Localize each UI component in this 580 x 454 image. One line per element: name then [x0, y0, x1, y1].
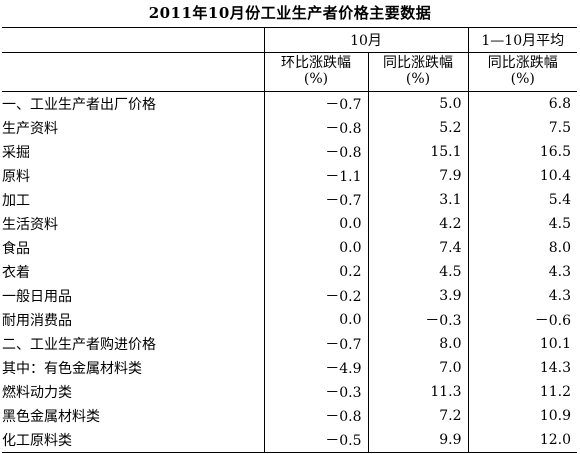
price-data-table: 10月 1—10月平均 环比涨跌幅 (%) 同比涨跌幅 (%) 同比涨跌幅 (%… — [2, 27, 578, 453]
row-label: 化工原料类 — [2, 428, 264, 453]
row-label: 一、工业生产者出厂价格 — [2, 97, 156, 113]
header-col-avg-yoy-label: 同比涨跌幅 — [487, 55, 558, 71]
header-row-columns: 环比涨跌幅 (%) 同比涨跌幅 (%) 同比涨跌幅 (%) — [2, 52, 578, 92]
cell-yoy: 4.5 — [367, 260, 469, 284]
row-label: 加工 — [2, 193, 30, 209]
header-corner — [2, 27, 264, 53]
cell-mom: －0.7 — [263, 332, 368, 356]
header-label-blank — [2, 52, 264, 92]
cell-mom: －0.3 — [263, 380, 368, 404]
row-label: 耐用消费品 — [2, 313, 72, 329]
cell-yoy: －0.3 — [367, 308, 469, 332]
cell-avg: 14.3 — [467, 356, 578, 380]
table-row: 衣着 0.2 4.5 4.3 — [2, 260, 578, 284]
cell-avg: 12.0 — [467, 428, 578, 453]
header-col-mom: 环比涨跌幅 (%) — [263, 52, 368, 92]
cell-yoy: 3.9 — [367, 284, 469, 308]
table-row: 加工 －0.7 3.1 5.4 — [2, 188, 578, 212]
cell-avg: 7.5 — [467, 116, 578, 140]
header-col-avg-yoy: 同比涨跌幅 (%) — [467, 52, 578, 92]
row-label: 黑色金属材料类 — [2, 409, 100, 425]
cell-yoy: 7.0 — [367, 356, 469, 380]
table-row: 生活资料 0.0 4.2 4.5 — [2, 212, 578, 236]
cell-mom: －0.8 — [263, 140, 368, 164]
header-col-mom-label: 环比涨跌幅 — [281, 55, 351, 71]
cell-mom: －0.8 — [263, 404, 368, 428]
cell-mom: 0.2 — [263, 260, 368, 284]
cell-mom: －0.2 — [263, 284, 368, 308]
cell-avg: 8.0 — [467, 236, 578, 260]
cell-mom: －0.7 — [263, 91, 368, 116]
cell-avg: 10.1 — [467, 332, 578, 356]
cell-avg: －0.6 — [467, 308, 578, 332]
row-label: 衣着 — [2, 265, 30, 281]
cell-mom: －0.5 — [263, 428, 368, 453]
cell-mom: －0.8 — [263, 116, 368, 140]
cell-yoy: 8.0 — [367, 332, 469, 356]
cell-yoy: 7.9 — [367, 164, 469, 188]
header-col-mom-unit: (%) — [303, 71, 329, 87]
cell-mom: 0.0 — [263, 308, 368, 332]
row-label: 食品 — [2, 241, 30, 257]
table-row: 黑色金属材料类 －0.8 7.2 10.9 — [2, 404, 578, 428]
cell-mom: 0.0 — [263, 212, 368, 236]
row-label: 原料 — [2, 169, 30, 185]
cell-yoy: 7.2 — [367, 404, 469, 428]
row-label: 二、工业生产者购进价格 — [2, 337, 156, 353]
cell-avg: 11.2 — [467, 380, 578, 404]
cell-mom: －4.9 — [263, 356, 368, 380]
table-row: 其中：有色金属材料类 －4.9 7.0 14.3 — [2, 356, 578, 380]
cell-yoy: 15.1 — [367, 140, 469, 164]
table-row: 食品 0.0 7.4 8.0 — [2, 236, 578, 260]
cell-mom: －1.1 — [263, 164, 368, 188]
cell-mom: －0.7 — [263, 188, 368, 212]
row-label: 燃料动力类 — [2, 385, 72, 401]
cell-avg: 4.5 — [467, 212, 578, 236]
cell-mom: 0.0 — [263, 236, 368, 260]
table-row: 采掘 －0.8 15.1 16.5 — [2, 140, 578, 164]
cell-yoy: 4.2 — [367, 212, 469, 236]
cell-yoy: 11.3 — [367, 380, 469, 404]
cell-yoy: 3.1 — [367, 188, 469, 212]
row-label: 一般日用品 — [2, 289, 72, 305]
cell-avg: 4.3 — [467, 284, 578, 308]
header-col-yoy: 同比涨跌幅 (%) — [367, 52, 469, 92]
row-label: 采掘 — [2, 145, 30, 161]
header-col-yoy-unit: (%) — [405, 71, 431, 87]
row-label: 生产资料 — [2, 121, 58, 137]
table-row: 生产资料 －0.8 5.2 7.5 — [2, 116, 578, 140]
cell-yoy: 9.9 — [367, 428, 469, 453]
table-row: 一、工业生产者出厂价格 －0.7 5.0 6.8 — [2, 91, 578, 116]
cell-avg: 10.9 — [467, 404, 578, 428]
header-col-avg-yoy-unit: (%) — [510, 71, 535, 87]
table-row: 一般日用品 －0.2 3.9 4.3 — [2, 284, 578, 308]
cell-avg: 5.4 — [467, 188, 578, 212]
table-row: 耐用消费品 0.0 －0.3 －0.6 — [2, 308, 578, 332]
header-group-average: 1—10月平均 — [467, 27, 578, 53]
cell-yoy: 5.2 — [367, 116, 469, 140]
row-label: 生活资料 — [2, 217, 58, 233]
header-group-october: 10月 — [263, 27, 469, 53]
cell-yoy: 5.0 — [367, 91, 469, 116]
cell-avg: 6.8 — [467, 91, 578, 116]
cell-avg: 16.5 — [467, 140, 578, 164]
row-label: 其中：有色金属材料类 — [2, 361, 142, 377]
table-title: 2011年10月份工业生产者价格主要数据 — [148, 4, 432, 22]
table-row: 燃料动力类 －0.3 11.3 11.2 — [2, 380, 578, 404]
cell-avg: 10.4 — [467, 164, 578, 188]
table-row: 原料 －1.1 7.9 10.4 — [2, 164, 578, 188]
cell-avg: 4.3 — [467, 260, 578, 284]
header-col-yoy-label: 同比涨跌幅 — [383, 55, 453, 71]
table-row: 二、工业生产者购进价格 －0.7 8.0 10.1 — [2, 332, 578, 356]
table-row: 化工原料类 －0.5 9.9 12.0 — [2, 428, 578, 453]
cell-yoy: 7.4 — [367, 236, 469, 260]
header-row-groups: 10月 1—10月平均 — [2, 27, 578, 53]
